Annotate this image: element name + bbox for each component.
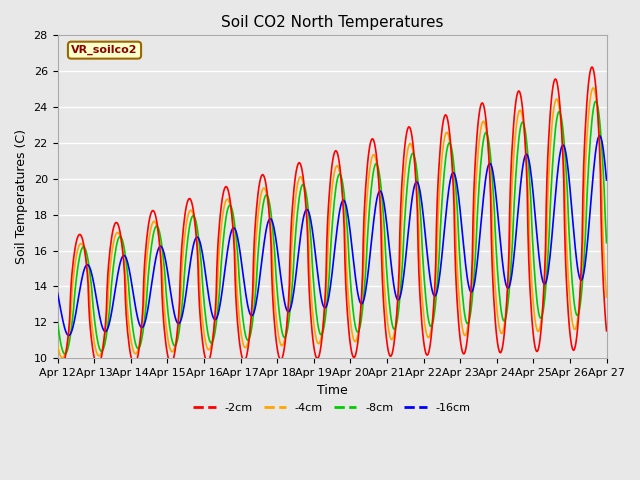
X-axis label: Time: Time [317,384,348,396]
Title: Soil CO2 North Temperatures: Soil CO2 North Temperatures [221,15,444,30]
Y-axis label: Soil Temperatures (C): Soil Temperatures (C) [15,129,28,264]
Text: VR_soilco2: VR_soilco2 [71,45,138,55]
Legend: -2cm, -4cm, -8cm, -16cm: -2cm, -4cm, -8cm, -16cm [189,398,475,417]
